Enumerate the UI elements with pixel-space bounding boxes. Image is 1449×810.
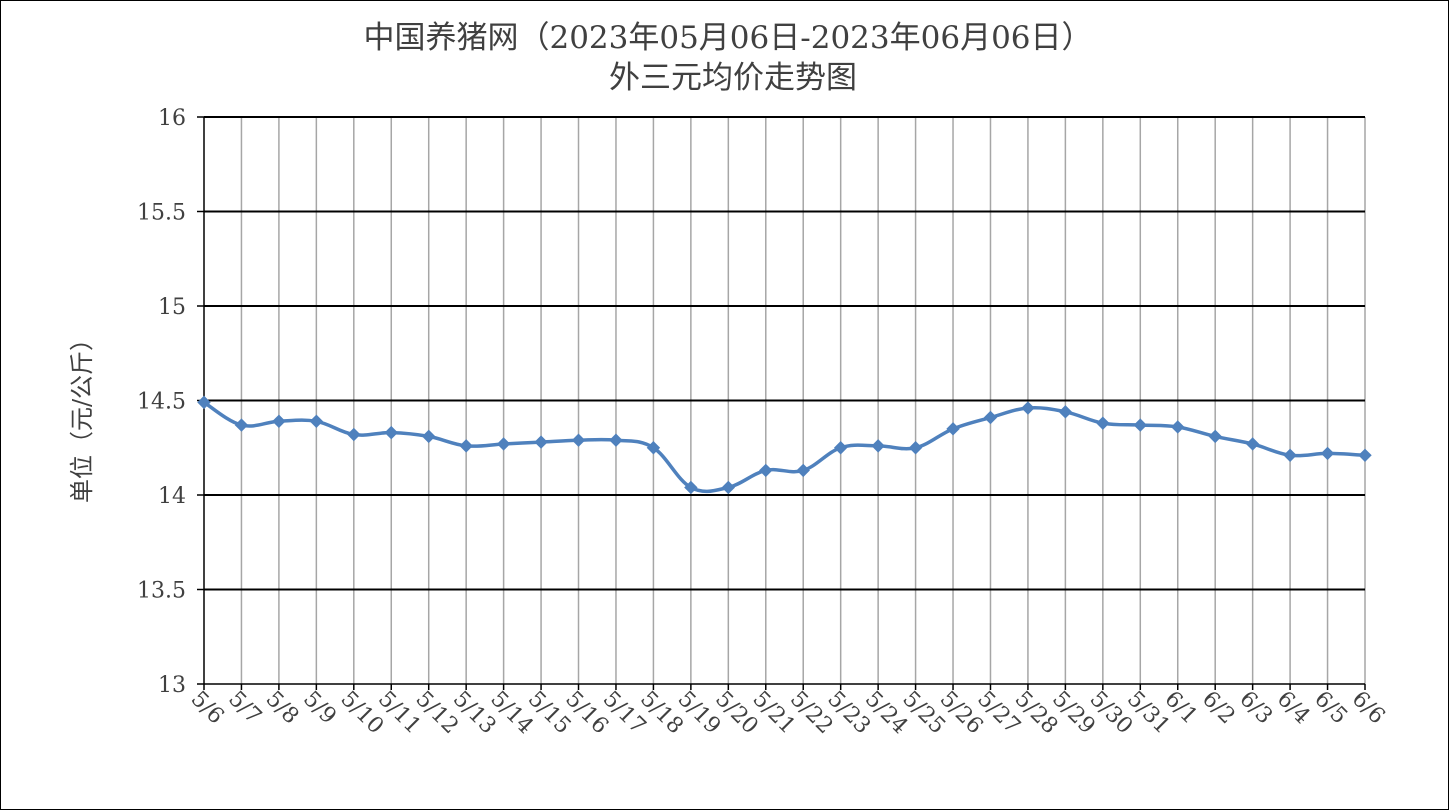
x-tick-label: 6/6: [1347, 687, 1390, 730]
data-point-marker: [1021, 401, 1035, 415]
x-tick-label: 6/4: [1272, 687, 1315, 730]
y-tick-labels: 13 13.5 14 14.5 15 15.5 16: [137, 106, 186, 698]
data-series: [197, 395, 1372, 495]
y-tick-label: 14: [158, 484, 186, 509]
x-tick-label: 5/9: [298, 687, 341, 730]
series-line: [203, 400, 1366, 494]
chart-title: 中国养猪网（2023年05月06日-2023年06月06日）: [363, 20, 1092, 56]
data-point-marker: [1245, 437, 1260, 451]
x-tick-label: 5/7: [223, 687, 266, 730]
data-point-marker: [1283, 448, 1297, 463]
data-point-marker: [833, 441, 848, 455]
data-point-marker: [1133, 418, 1147, 432]
grid: [204, 116, 1366, 684]
data-point-marker: [908, 441, 923, 455]
data-point-marker: [721, 480, 736, 495]
y-tick-label: 15.5: [137, 201, 186, 226]
data-point-marker: [871, 439, 885, 453]
data-point-marker: [646, 441, 661, 455]
axes: [197, 116, 1366, 690]
x-tick-label: 5/10: [336, 687, 389, 740]
data-point-marker: [759, 463, 773, 478]
data-point-marker: [946, 422, 960, 436]
data-point-marker: [796, 463, 810, 478]
data-point-marker: [1320, 446, 1335, 461]
data-point-marker: [1058, 405, 1073, 419]
x-tick-labels: 5/65/75/85/95/105/115/125/135/145/155/16…: [186, 687, 1390, 740]
data-point-marker: [1358, 448, 1372, 463]
x-tick-label: 6/2: [1197, 687, 1240, 730]
x-tick-label: 6/5: [1309, 687, 1352, 730]
data-point-marker: [309, 414, 324, 428]
y-tick-label: 16: [158, 106, 186, 131]
data-point-marker: [684, 480, 698, 495]
data-point-marker: [1208, 429, 1222, 444]
data-point-marker: [384, 425, 398, 440]
y-axis-label: 单位（元/公斤）: [68, 327, 96, 503]
data-point-marker: [609, 433, 623, 447]
y-tick-label: 14.5: [137, 390, 186, 415]
data-point-marker: [197, 395, 211, 410]
y-tick-label: 13: [158, 673, 186, 698]
chart-subtitle: 外三元均价走势图: [609, 60, 857, 96]
y-tick-label: 15: [158, 295, 186, 320]
data-point-marker: [272, 414, 286, 428]
data-point-marker: [983, 410, 998, 425]
data-point-marker: [459, 439, 473, 453]
y-tick-label: 13.5: [137, 579, 186, 604]
data-point-marker: [1171, 420, 1185, 434]
x-tick-label: 6/3: [1234, 687, 1277, 730]
x-tick-label: 5/8: [261, 687, 304, 730]
data-point-marker: [1096, 416, 1110, 430]
data-point-marker: [571, 433, 586, 447]
data-point-marker: [496, 437, 511, 451]
data-point-marker: [234, 418, 249, 432]
x-tick-label: 5/6: [186, 687, 229, 730]
data-point-marker: [534, 435, 548, 449]
data-point-marker: [422, 429, 436, 444]
data-point-marker: [347, 427, 361, 442]
